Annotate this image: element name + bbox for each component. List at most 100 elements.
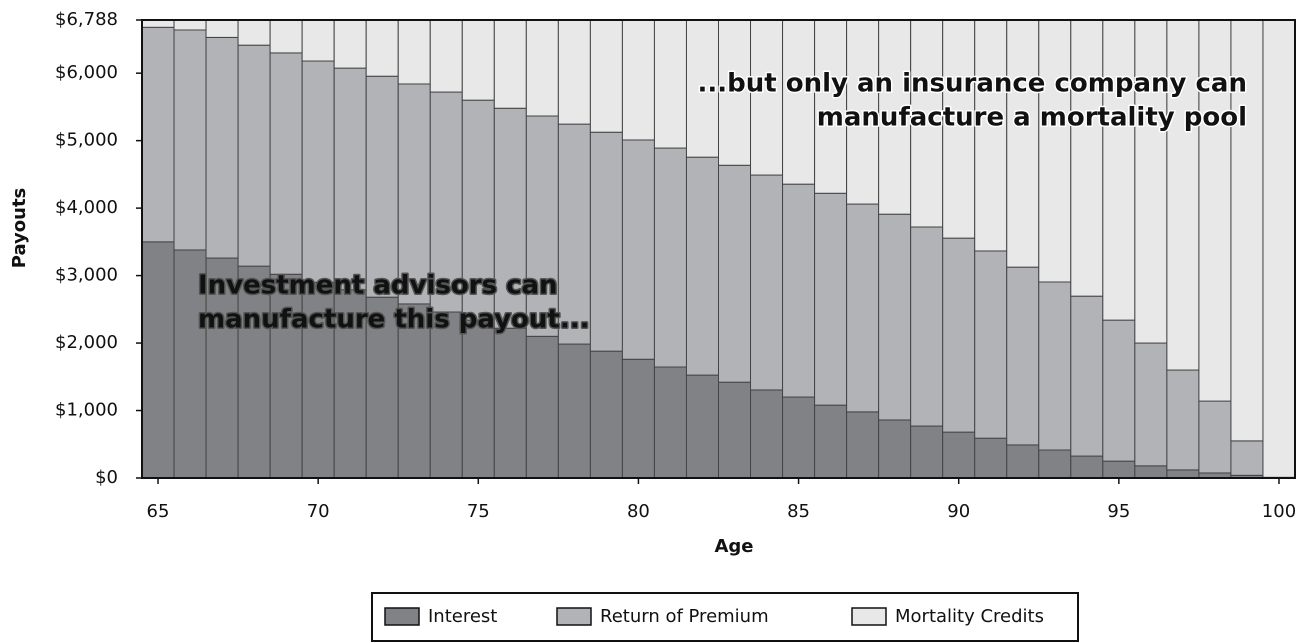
bar-segment — [782, 183, 816, 398]
bar-segment — [1230, 440, 1264, 476]
y-tick-label: $4,000 — [55, 197, 118, 218]
y-tick-label: $3,000 — [55, 265, 118, 286]
bar-segment — [621, 139, 655, 360]
annotation: Investment advisors can — [198, 271, 558, 301]
legend-label: Interest — [428, 606, 497, 627]
bar-segment — [1134, 342, 1168, 467]
bar-segment — [333, 67, 367, 291]
bar-segment — [878, 213, 912, 421]
bar-segment — [782, 19, 816, 185]
y-tick-label: $6,788 — [55, 9, 118, 30]
bar-segment — [141, 241, 175, 479]
x-tick-label: 75 — [467, 501, 490, 522]
bar-segment — [846, 203, 880, 413]
bar-segment — [653, 19, 687, 149]
bar-segment — [621, 358, 655, 479]
x-tick-label: 100 — [1262, 501, 1296, 522]
bar-segment — [301, 19, 335, 62]
bar-segment — [589, 131, 623, 352]
x-tick-label: 85 — [787, 501, 810, 522]
bar-segment — [782, 396, 816, 479]
y-tick-label: $2,000 — [55, 332, 118, 353]
bar-segment — [974, 437, 1008, 479]
bar-segment — [397, 83, 431, 305]
bar-segment — [429, 311, 463, 479]
bar-segment — [237, 44, 271, 267]
bar-segment — [1134, 465, 1168, 479]
x-axis-title: Age — [714, 536, 753, 557]
bar-segment — [269, 52, 303, 275]
bar-segment — [718, 381, 752, 479]
y-axis-title: Payouts — [9, 188, 30, 269]
bar-segment — [461, 319, 495, 479]
bar-segment — [1230, 19, 1264, 442]
bar-segment — [814, 404, 848, 479]
bar-segment — [1006, 444, 1040, 479]
y-tick-label: $6,000 — [55, 62, 118, 83]
bar-segment — [653, 147, 687, 368]
legend-swatch — [851, 607, 887, 626]
bar-segment — [1198, 400, 1232, 474]
bar-segment — [974, 250, 1008, 439]
bar-segment — [1102, 460, 1136, 479]
bar-segment — [718, 164, 752, 383]
bar-segment — [525, 335, 559, 479]
bar-segment — [237, 19, 271, 46]
annotation: ...but only an insurance company can — [697, 69, 1247, 99]
annotation: manufacture this payout... — [198, 305, 590, 335]
bar-segment — [589, 19, 623, 133]
bar-segment — [461, 99, 495, 321]
bar-segment — [141, 19, 175, 28]
bar-segment — [589, 350, 623, 479]
bar-segment — [365, 75, 399, 298]
bar-segment — [750, 19, 784, 176]
bar-segment — [365, 296, 399, 479]
y-tick-label: $0 — [95, 467, 118, 488]
bar-segment — [301, 60, 335, 283]
legend-swatch — [556, 607, 592, 626]
bar-segment — [493, 107, 527, 329]
bar-segment — [974, 19, 1008, 252]
bar-segment — [493, 327, 527, 479]
bar-segment — [205, 36, 239, 259]
annotation: manufacture a mortality pool — [817, 103, 1247, 133]
bar-segment — [205, 19, 239, 38]
bar-segment — [846, 19, 880, 205]
bar-segment — [1038, 449, 1072, 479]
bar-segment — [910, 226, 944, 427]
bar-segment — [525, 19, 559, 117]
bar-segment — [750, 389, 784, 479]
bar-segment — [1102, 19, 1136, 321]
bar-segment — [525, 115, 559, 337]
x-tick-label: 90 — [947, 501, 970, 522]
bar-segment — [685, 156, 720, 376]
bar-segment — [814, 192, 848, 406]
bar-segment — [1038, 19, 1072, 283]
bar-segment — [1006, 266, 1040, 446]
x-tick-label: 95 — [1107, 501, 1130, 522]
bar-segment — [429, 19, 463, 93]
bar-segment — [621, 19, 655, 141]
x-tick-label: 65 — [147, 501, 170, 522]
bar-segment — [1262, 19, 1296, 478]
legend-swatch — [384, 607, 420, 626]
bar-segment — [878, 19, 912, 215]
bar-segment — [173, 249, 207, 479]
bar-segment — [942, 431, 976, 479]
legend-label: Return of Premium — [600, 606, 769, 627]
bar-segment — [718, 19, 752, 166]
y-tick-label: $5,000 — [55, 130, 118, 151]
bar-segment — [557, 19, 591, 125]
bar-segment — [461, 19, 495, 101]
bar-segment — [1006, 19, 1040, 268]
bar-segment — [653, 366, 687, 479]
plot-frame — [141, 19, 1296, 479]
legend-label: Mortality Credits — [895, 606, 1044, 627]
bar-segment — [173, 29, 207, 251]
bar-segment — [910, 425, 944, 479]
bar-segment — [365, 19, 399, 77]
bar-segment — [333, 19, 367, 69]
bar-segment — [141, 26, 175, 243]
bar-segment — [1166, 369, 1200, 471]
bar-segment — [493, 19, 527, 109]
